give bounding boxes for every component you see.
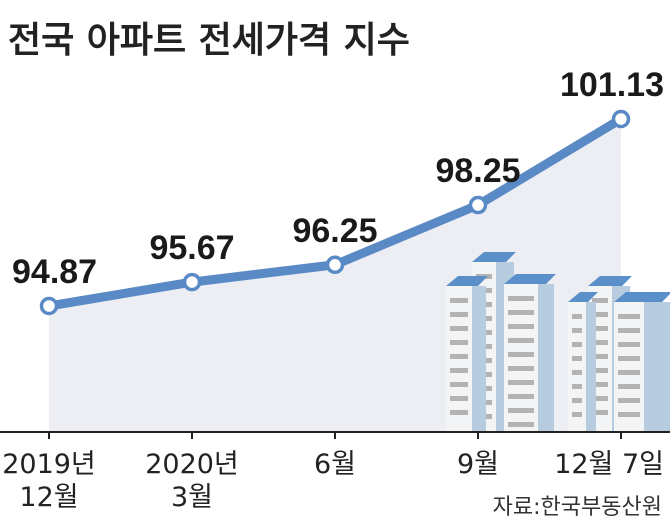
x-tick-label-4-0: 12월 7일 xyxy=(554,449,664,480)
building-mid-side xyxy=(538,284,554,432)
building-small-window xyxy=(572,370,582,375)
building-mid-window xyxy=(508,324,534,329)
data-point-3 xyxy=(468,195,488,215)
building-front-left-window xyxy=(450,298,468,303)
building-front-left-window xyxy=(450,354,468,359)
x-tick-label-1-0: 2020년 xyxy=(145,449,239,480)
building-mid-window xyxy=(508,296,534,301)
data-point-2 xyxy=(325,255,345,275)
building-small-window xyxy=(572,314,582,319)
data-point-0 xyxy=(39,296,59,316)
building-front-right-side xyxy=(644,302,670,432)
building-front-left-window xyxy=(450,340,468,345)
building-front-right-window xyxy=(618,342,640,347)
building-front-right-face xyxy=(614,302,644,432)
building-front-left-window xyxy=(450,382,468,387)
data-label-4: 101.13 xyxy=(560,66,664,104)
building-mid-window xyxy=(508,366,534,371)
building-back-right-window xyxy=(592,410,608,415)
building-back-right-roof xyxy=(588,276,632,286)
building-front-right-window xyxy=(618,356,640,361)
building-small-window xyxy=(572,398,582,403)
data-label-0: 94.87 xyxy=(12,253,97,291)
building-mid-roof xyxy=(504,274,556,284)
x-tick-label-0-0: 2019년 xyxy=(2,449,96,480)
chart-title: 전국 아파트 전세가격 지수 xyxy=(8,20,410,61)
data-marks xyxy=(39,109,631,316)
building-mid-face xyxy=(504,284,538,432)
building-back-right-window xyxy=(592,298,608,303)
building-back-left-roof xyxy=(472,252,516,262)
building-small-roof xyxy=(568,292,598,302)
building-front-left-window xyxy=(450,368,468,373)
building-front-right-window xyxy=(618,412,640,417)
building-small-window xyxy=(572,328,582,333)
building-mid-window xyxy=(508,380,534,385)
building-back-right-window xyxy=(592,396,608,401)
building-mid-window xyxy=(508,310,534,315)
building-mid-window xyxy=(508,394,534,399)
building-front-left-window xyxy=(450,396,468,401)
data-point-4 xyxy=(611,109,631,129)
building-mid-window xyxy=(508,422,534,427)
building-mid-window xyxy=(508,408,534,413)
building-small-window xyxy=(572,342,582,347)
source-note: 자료:한국부동산원 xyxy=(493,495,662,520)
building-back-right-window xyxy=(592,354,608,359)
building-small-window xyxy=(572,384,582,389)
x-tick-label-3-0: 9월 xyxy=(457,449,499,480)
building-front-left-window xyxy=(450,326,468,331)
building-back-right-window xyxy=(592,382,608,387)
building-back-right-window xyxy=(592,312,608,317)
x-tick-label-1-1: 3월 xyxy=(171,482,213,513)
x-tick-label-0-1: 12월 xyxy=(19,482,78,513)
building-front-right-roof xyxy=(614,292,670,302)
data-label-1: 95.67 xyxy=(149,229,234,267)
building-front-left-window xyxy=(450,410,468,415)
building-mid-window xyxy=(508,352,534,357)
building-front-left-side xyxy=(472,286,486,432)
apartment-buildings-illustration xyxy=(446,252,670,432)
building-front-left-window xyxy=(450,312,468,317)
building-back-right-window xyxy=(592,340,608,345)
building-back-right-window xyxy=(592,326,608,331)
building-small-window xyxy=(572,412,582,417)
building-front-right-window xyxy=(618,384,640,389)
building-small-side xyxy=(586,302,596,432)
building-mid-window xyxy=(508,338,534,343)
data-label-2: 96.25 xyxy=(292,212,377,250)
data-labels: 94.87 95.67 96.25 98.25 101.13 xyxy=(12,66,664,291)
building-front-right-window xyxy=(618,328,640,333)
building-front-right-window xyxy=(618,370,640,375)
x-tick-label-2-0: 6월 xyxy=(314,449,356,480)
building-small-window xyxy=(572,356,582,361)
building-front-left-roof xyxy=(446,276,488,286)
building-back-right-window xyxy=(592,368,608,373)
building-front-right-window xyxy=(618,314,640,319)
building-front-right-window xyxy=(618,398,640,403)
data-point-1 xyxy=(182,272,202,292)
data-label-3: 98.25 xyxy=(435,152,520,190)
